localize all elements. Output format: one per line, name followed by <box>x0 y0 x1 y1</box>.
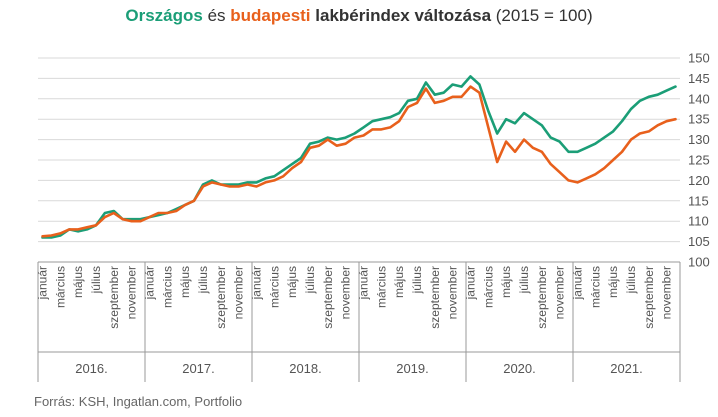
y-tick-label: 145 <box>688 71 710 86</box>
x-tick-label: március <box>160 266 174 308</box>
x-tick-label: január <box>35 266 49 300</box>
x-tick-label: szeptember <box>321 266 335 329</box>
y-tick-label: 105 <box>688 234 710 249</box>
x-tick-label: november <box>339 266 353 319</box>
x-tick-label: május <box>499 266 513 298</box>
y-tick-label: 115 <box>688 193 709 208</box>
x-tick-label: július <box>89 266 103 294</box>
x-tick-label: január <box>570 266 584 300</box>
x-tick-label: január <box>249 266 263 300</box>
y-axis-labels: 100 105 110 115 120 125 130 135 140 145 150 <box>688 51 710 270</box>
x-tick-label: július <box>624 266 638 294</box>
title-rest: lakbérindex változása <box>310 6 496 25</box>
x-tick-label: május <box>178 266 192 298</box>
x-tick-label: november <box>125 266 139 319</box>
x-tick-label: július <box>196 266 210 294</box>
y-tick-label: 100 <box>688 255 710 270</box>
title-national: Országos <box>125 6 203 25</box>
x-tick-label: szeptember <box>107 266 121 329</box>
series-lines <box>41 75 677 239</box>
gridlines <box>38 57 680 263</box>
year-label: 2021. <box>610 361 643 376</box>
y-tick-label: 140 <box>688 91 710 106</box>
year-label: 2019. <box>396 361 429 376</box>
series-line-national <box>41 75 677 239</box>
x-axis: január március május július szeptember novemb… <box>35 261 681 382</box>
x-tick-label: szeptember <box>535 266 549 329</box>
y-tick-label: 125 <box>688 153 710 168</box>
year-label: 2017. <box>182 361 215 376</box>
y-tick-label: 130 <box>688 132 710 147</box>
x-tick-label: március <box>588 266 602 308</box>
title-base: (2015 = 100) <box>495 6 593 25</box>
x-tick-label: január <box>142 266 156 300</box>
x-tick-label: november <box>232 266 246 319</box>
year-label: 2016. <box>75 361 108 376</box>
x-tick-label: július <box>410 266 424 294</box>
year-label: 2018. <box>289 361 322 376</box>
x-tick-label: március <box>374 266 388 308</box>
y-tick-label: 135 <box>688 112 710 127</box>
x-tick-label: május <box>606 266 620 298</box>
x-tick-label: november <box>553 266 567 319</box>
title-and: és <box>202 6 231 25</box>
chart-title: Országos és budapesti lakbérindex változ… <box>0 6 718 26</box>
x-tick-label: november <box>446 266 460 319</box>
x-tick-label: július <box>517 266 531 294</box>
x-tick-label: november <box>660 266 674 319</box>
x-tick-label: szeptember <box>428 266 442 329</box>
x-tick-label: szeptember <box>642 266 656 329</box>
x-tick-label: szeptember <box>214 266 228 329</box>
x-tick-label: május <box>285 266 299 298</box>
year-label: 2020. <box>503 361 536 376</box>
x-tick-label: május <box>392 266 406 298</box>
x-tick-label: március <box>53 266 67 308</box>
y-tick-label: 120 <box>688 173 710 188</box>
x-tick-label: július <box>303 266 317 294</box>
x-tick-label: május <box>71 266 85 298</box>
x-tick-label: március <box>267 266 281 308</box>
x-tick-label: január <box>463 266 477 300</box>
series-line-budapest <box>41 85 677 238</box>
y-tick-label: 110 <box>688 214 709 229</box>
source-note: Forrás: KSH, Ingatlan.com, Portfolio <box>34 394 243 409</box>
y-tick-label: 150 <box>688 51 710 66</box>
title-budapest: budapesti <box>230 6 311 25</box>
x-tick-label: január <box>356 266 370 300</box>
x-tick-label: március <box>481 266 495 308</box>
